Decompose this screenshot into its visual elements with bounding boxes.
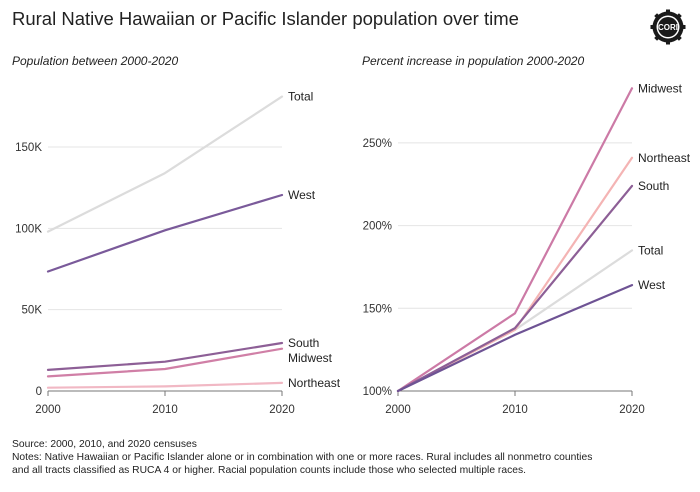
y-tick-label: 150% (363, 303, 392, 315)
percent-increase-chart: 100% 150% 200% 250% 2000 2010 2020 Midwest North… (363, 81, 691, 416)
series-line-total (46, 95, 284, 233)
y-tick-label: 100% (363, 386, 392, 398)
series-label-midwest: Midwest (288, 351, 333, 365)
notes-block: Source: 2000, 2010, and 2020 censuses No… (12, 438, 692, 477)
series-label-northeast: Northeast (288, 376, 341, 390)
series-label-west: West (288, 188, 316, 202)
left-chart-subtitle: Population between 2000-2020 (12, 54, 179, 68)
notes-line-2: and all tracts classified as RUCA 4 or h… (12, 465, 526, 476)
series-line-northeast (46, 381, 284, 389)
right-chart-subtitle: Percent increase in population 2000-2020 (362, 54, 585, 68)
y-tick-label: 200% (363, 221, 392, 233)
x-tick-label: 2010 (152, 404, 178, 416)
series-line-midwest (46, 347, 284, 378)
series-label-total: Total (638, 243, 663, 257)
series-label-midwest: Midwest (638, 81, 683, 95)
series-line-south (46, 341, 284, 371)
series-label-total: Total (288, 90, 313, 104)
x-tick-label: 2020 (269, 404, 295, 416)
page-title: Rural Native Hawaiian or Pacific Islande… (12, 8, 519, 29)
series-label-west: West (638, 278, 666, 292)
population-chart: 0 50K 100K 150K 2000 2010 2020 Total West SouthMi… (15, 90, 341, 416)
x-tick-label: 2010 (502, 404, 528, 416)
series-label-south: South (638, 179, 669, 193)
x-tick-label: 2020 (619, 404, 645, 416)
y-tick-label: 0 (36, 386, 42, 398)
series-line-west (396, 284, 634, 393)
y-tick-label: 100K (15, 223, 42, 235)
cori-logo: CORI (650, 9, 686, 45)
series-line-total (396, 249, 634, 393)
series-line-south (396, 184, 634, 393)
series-label-south: South (288, 336, 319, 350)
notes-line-1: Notes: Native Hawaiian or Pacific Island… (12, 452, 593, 463)
logo-text: CORI (658, 23, 678, 32)
x-tick-label: 2000 (35, 404, 61, 416)
x-tick-label: 2000 (385, 404, 411, 416)
y-tick-label: 50K (22, 305, 43, 317)
y-tick-label: 150K (15, 142, 42, 154)
y-tick-label: 250% (363, 138, 392, 150)
series-line-midwest (396, 87, 634, 393)
source-note: Source: 2000, 2010, and 2020 censuses (12, 439, 197, 450)
series-label-northeast: Northeast (638, 151, 691, 165)
series-line-west (46, 193, 284, 273)
logo-gear-icon (650, 9, 686, 45)
